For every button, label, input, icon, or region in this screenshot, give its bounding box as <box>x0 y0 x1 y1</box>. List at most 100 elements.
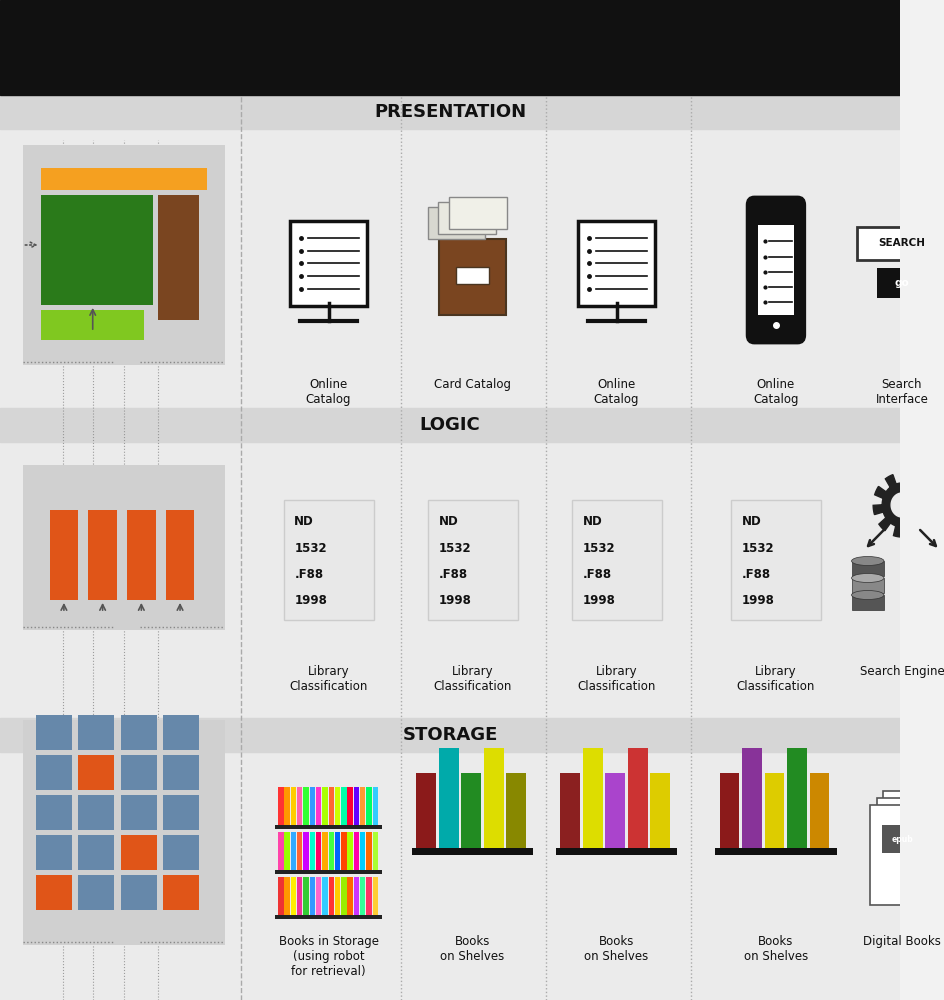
Bar <box>742 748 762 848</box>
Bar <box>291 832 296 870</box>
Ellipse shape <box>851 573 884 582</box>
Bar <box>278 877 283 915</box>
Text: Books
on Shelves: Books on Shelves <box>744 935 808 963</box>
Text: 1532: 1532 <box>742 542 774 554</box>
Bar <box>416 773 436 848</box>
Bar <box>462 773 481 848</box>
Bar <box>851 561 884 576</box>
Bar <box>329 832 334 870</box>
Bar <box>506 773 526 848</box>
Text: Books
on Shelves: Books on Shelves <box>584 935 649 963</box>
Text: Card Catalog: Card Catalog <box>434 378 511 391</box>
Bar <box>41 195 153 305</box>
Ellipse shape <box>920 573 944 582</box>
Text: Online
Catalog: Online Catalog <box>306 378 351 406</box>
Bar <box>303 877 309 915</box>
Bar <box>877 798 940 898</box>
Bar <box>121 755 157 790</box>
Bar <box>354 787 359 825</box>
Bar <box>347 877 353 915</box>
Text: 1532: 1532 <box>582 542 615 554</box>
Bar <box>329 877 334 915</box>
Bar <box>883 791 944 891</box>
Bar <box>276 825 381 829</box>
Text: Online
Catalog: Online Catalog <box>594 378 639 406</box>
Bar <box>78 875 114 910</box>
Bar <box>310 787 315 825</box>
Bar <box>341 787 346 825</box>
FancyBboxPatch shape <box>578 221 655 306</box>
Bar <box>335 832 340 870</box>
Text: Online Library
Catalog: Online Library Catalog <box>423 34 522 62</box>
FancyBboxPatch shape <box>428 207 485 238</box>
Bar <box>163 755 199 790</box>
Bar <box>484 748 504 848</box>
Ellipse shape <box>920 590 944 599</box>
Text: 1998: 1998 <box>438 594 471 607</box>
Text: Books in Storage
(using robot
for retrieval): Books in Storage (using robot for retrie… <box>278 935 379 978</box>
Bar <box>347 787 353 825</box>
Bar <box>78 755 114 790</box>
Text: STORAGE: STORAGE <box>402 726 497 744</box>
Bar <box>23 145 225 365</box>
Bar <box>163 795 199 830</box>
Text: 1532: 1532 <box>295 542 327 554</box>
Bar <box>456 267 489 284</box>
Bar <box>341 877 346 915</box>
Bar <box>605 773 625 848</box>
Bar <box>787 748 807 848</box>
Bar <box>291 787 296 825</box>
Bar <box>297 787 302 825</box>
Text: Library
Classification: Library Classification <box>433 665 512 693</box>
Bar <box>731 500 821 620</box>
Bar <box>920 578 944 593</box>
Bar <box>335 877 340 915</box>
Bar <box>36 835 72 870</box>
Bar <box>283 500 374 620</box>
Text: ND: ND <box>295 515 314 528</box>
Bar <box>628 748 648 848</box>
Bar <box>322 787 328 825</box>
Bar <box>23 720 225 945</box>
Text: Search Engine: Search Engine <box>860 665 944 678</box>
Ellipse shape <box>851 556 884 565</box>
Bar <box>163 715 199 750</box>
Bar <box>373 787 378 825</box>
Bar <box>78 835 114 870</box>
Text: Library
Classification: Library Classification <box>290 665 368 693</box>
Bar <box>0 718 901 752</box>
Bar <box>882 825 924 853</box>
Text: ND: ND <box>582 515 602 528</box>
Bar <box>360 877 365 915</box>
Text: Library
Classification: Library Classification <box>578 665 656 693</box>
Bar <box>78 715 114 750</box>
Bar <box>291 877 296 915</box>
Bar <box>366 787 372 825</box>
Bar <box>851 578 884 593</box>
Bar <box>165 510 194 600</box>
Bar <box>303 787 309 825</box>
Text: Search
Interface: Search Interface <box>875 378 928 406</box>
Bar <box>121 795 157 830</box>
Bar <box>920 561 944 576</box>
Bar <box>316 787 321 825</box>
Text: 1532: 1532 <box>438 542 471 554</box>
Bar <box>41 310 144 340</box>
FancyBboxPatch shape <box>449 197 507 229</box>
Ellipse shape <box>851 590 884 599</box>
Bar <box>877 268 927 298</box>
Text: Online
Catalog: Online Catalog <box>753 378 799 406</box>
FancyBboxPatch shape <box>290 221 367 306</box>
Text: epub: epub <box>892 834 914 844</box>
Bar <box>0 405 901 715</box>
Bar <box>366 877 372 915</box>
Text: .F88: .F88 <box>742 568 771 581</box>
Text: .F88: .F88 <box>582 568 612 581</box>
Bar <box>354 832 359 870</box>
Bar <box>373 877 378 915</box>
Text: Physical
Library
(w/ robot): Physical Library (w/ robot) <box>105 26 175 70</box>
Text: 1998: 1998 <box>582 594 615 607</box>
FancyBboxPatch shape <box>439 238 506 315</box>
Text: PRESENTATION: PRESENTATION <box>374 103 526 121</box>
Bar <box>572 500 662 620</box>
